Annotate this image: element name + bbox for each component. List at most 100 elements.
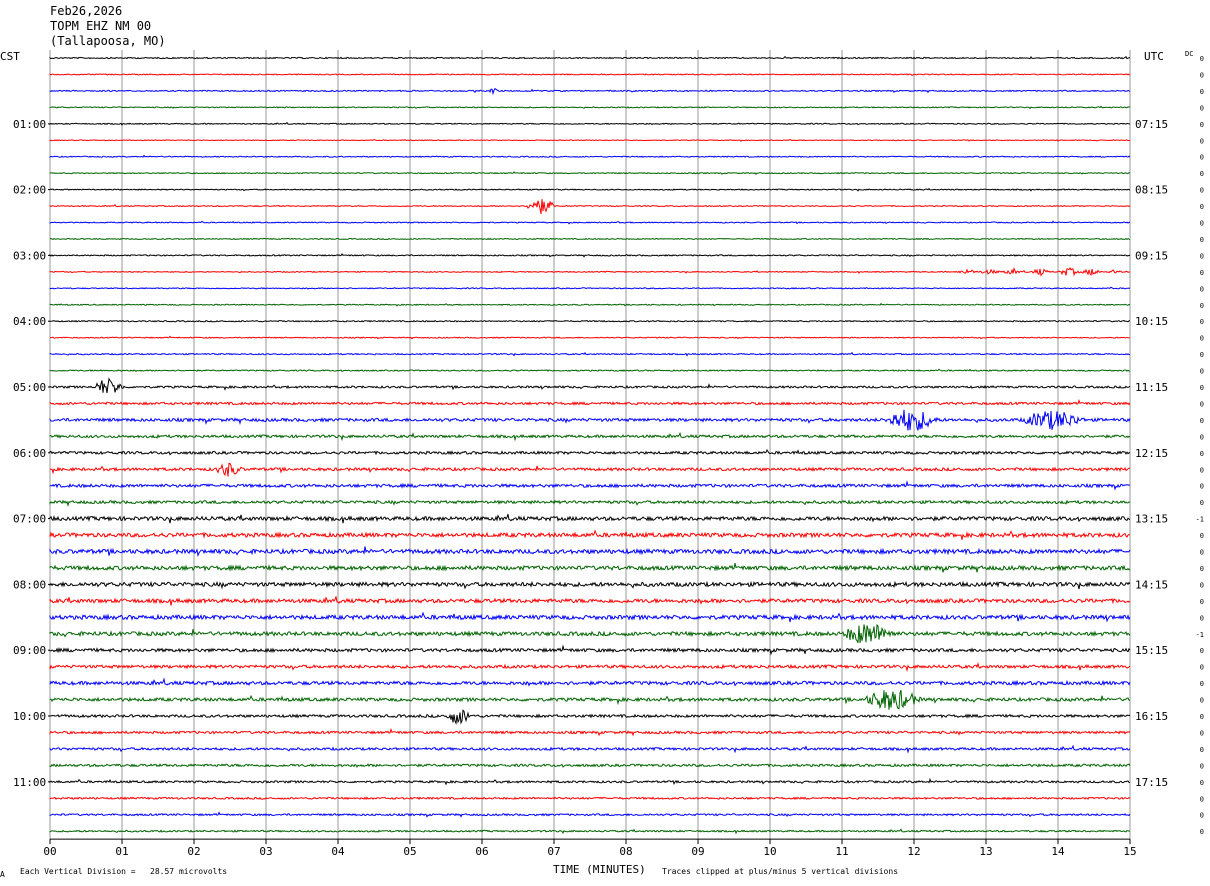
utc-hour-label-15:15: 15:15 (1135, 644, 1168, 657)
minute-gridlines (49, 50, 1131, 840)
dc-offset-39: 0 (1200, 697, 1204, 705)
trace-row-14 (49, 286, 1131, 290)
dc-offset-2: 0 (1200, 88, 1204, 96)
x-tick-label-03: 03 (259, 845, 272, 858)
dc-offset-19: 0 (1200, 368, 1204, 376)
corner-mark: A (0, 870, 5, 879)
utc-hour-label-17:15: 17:15 (1135, 776, 1168, 789)
x-tick-label-15: 15 (1123, 845, 1136, 858)
trace-row-47 (49, 828, 1131, 835)
trace-row-33 (49, 596, 1131, 606)
trace-row-26 (49, 480, 1131, 491)
x-tick-label-10: 10 (763, 845, 776, 858)
trace-row-18 (49, 351, 1131, 357)
cst-hour-label-09:00: 09:00 (13, 644, 46, 657)
x-tick-label-09: 09 (691, 845, 704, 858)
trace-row-7 (49, 171, 1131, 175)
utc-hour-label-10:15: 10:15 (1135, 315, 1168, 328)
dc-offset-29: 0 (1200, 532, 1204, 540)
dc-offset-16: 0 (1200, 318, 1204, 326)
dc-offset-20: 0 (1200, 384, 1204, 392)
utc-hour-label-08:15: 08:15 (1135, 184, 1168, 197)
cst-hour-label-03:00: 03:00 (13, 249, 46, 262)
location-label: (Tallapoosa, MO) (50, 34, 166, 48)
x-axis: 00 01 02 03 04 05 06 07 08 09 10 11 12 13 14 15 (43, 838, 1137, 858)
dc-offset-32: 0 (1200, 581, 1204, 589)
x-axis-title: TIME (MINUTES) (553, 863, 646, 876)
trace-row-5 (49, 138, 1130, 142)
trace-row-17 (50, 335, 1131, 340)
cst-hour-label-06:00: 06:00 (13, 447, 46, 460)
trace-row-13 (49, 267, 1131, 277)
dc-offset-34: 0 (1200, 614, 1204, 622)
dc-offset-37: 0 (1200, 664, 1204, 672)
trace-row-39 (49, 690, 1131, 710)
dc-offset-11: 0 (1200, 236, 1204, 244)
utc-label: UTC (1144, 50, 1164, 63)
x-tick-label-14: 14 (1051, 845, 1065, 858)
trace-row-45 (49, 796, 1131, 801)
trace-row-44 (49, 777, 1131, 786)
x-tick-label-11: 11 (835, 845, 848, 858)
cst-hour-label-10:00: 10:00 (13, 710, 46, 723)
dc-offset-0: 0 (1200, 55, 1204, 63)
x-tick-label-13: 13 (979, 845, 992, 858)
dc-offset-12: 0 (1200, 252, 1204, 260)
dc-offset-43: 0 (1200, 762, 1204, 770)
trace-row-10 (49, 220, 1131, 225)
dc-offset-4: 0 (1200, 121, 1204, 129)
dc-offset-22: 0 (1200, 417, 1204, 425)
dc-offset-17: 0 (1200, 335, 1204, 343)
x-tick-label-04: 04 (331, 845, 345, 858)
trace-row-34 (49, 611, 1131, 623)
trace-row-22 (49, 409, 1131, 431)
dc-offset-labels: 0 0 0 0 0 0 0 0 0 0 0 0 0 0 0 0 0 0 0 0 0 0 0 0 0 0 0 0 -1 0 0 0 0 0 0 -1 0 0… (1196, 55, 1204, 836)
cst-hour-label-01:00: 01:00 (13, 118, 46, 131)
cst-hour-label-07:00: 07:00 (13, 513, 46, 526)
dc-offset-30: 0 (1200, 549, 1204, 557)
utc-hour-label-14:15: 14:15 (1135, 578, 1168, 591)
dc-offset-33: 0 (1200, 598, 1204, 606)
trace-row-15 (49, 302, 1131, 307)
dc-offset-15: 0 (1200, 302, 1204, 310)
cst-hour-labels: 01:00 02:00 03:00 04:00 05:00 06:00 07:00 08:00… (13, 118, 50, 789)
x-tick-label-07: 07 (547, 845, 560, 858)
clip-note: Traces clipped at plus/minus 5 vertical … (662, 867, 898, 876)
scale-note: Each Vertical Division = 28.57 microvolt… (20, 867, 227, 876)
cst-hour-label-02:00: 02:00 (13, 184, 46, 197)
trace-row-30 (49, 546, 1131, 558)
x-tick-label-01: 01 (115, 845, 128, 858)
dc-offset-10: 0 (1200, 220, 1204, 228)
trace-row-40 (49, 709, 1131, 725)
dc-offset-23: 0 (1200, 433, 1204, 441)
dc-offset-31: 0 (1200, 565, 1204, 573)
trace-row-19 (49, 368, 1130, 373)
dc-offset-9: 0 (1200, 203, 1204, 211)
x-tick-label-06: 06 (475, 845, 488, 858)
trace-row-4 (49, 121, 1131, 126)
trace-row-16 (49, 319, 1131, 323)
dc-offset-24: 0 (1200, 450, 1204, 458)
trace-row-28 (49, 513, 1131, 524)
dc-offset-27: 0 (1200, 499, 1204, 507)
dc-offset-28: -1 (1196, 516, 1204, 524)
dc-offset-41: 0 (1200, 729, 1204, 737)
cst-hour-label-08:00: 08:00 (13, 578, 46, 591)
trace-row-0 (49, 55, 1130, 60)
dc-offset-26: 0 (1200, 483, 1204, 491)
trace-row-38 (49, 677, 1131, 687)
station-label: TOPM EHZ NM 00 (50, 19, 152, 33)
trace-row-23 (49, 431, 1131, 442)
trace-row-21 (49, 398, 1131, 406)
trace-row-3 (49, 105, 1130, 110)
trace-row-42 (49, 744, 1131, 754)
utc-hour-label-09:15: 09:15 (1135, 249, 1168, 262)
utc-hour-label-16:15: 16:15 (1135, 710, 1168, 723)
dc-offset-44: 0 (1200, 779, 1204, 787)
trace-row-20 (49, 377, 1131, 394)
dc-offset-13: 0 (1200, 269, 1204, 277)
seismic-traces (49, 55, 1131, 835)
dc-offset-5: 0 (1200, 137, 1204, 145)
dc-offset-14: 0 (1200, 285, 1204, 293)
